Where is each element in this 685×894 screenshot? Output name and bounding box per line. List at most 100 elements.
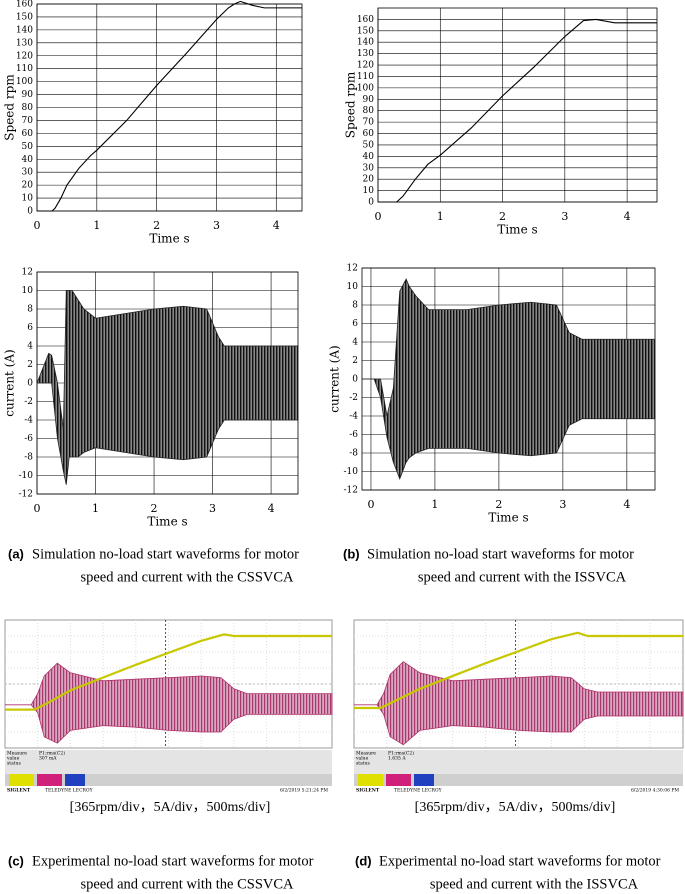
scale-note: [365rpm/div，5A/div，500ms/div] <box>415 800 616 815</box>
y-tick-label: -8 <box>24 453 33 463</box>
caption-label: (d) <box>355 853 372 868</box>
y-tick-label: -6 <box>24 434 33 444</box>
current-waveform <box>362 278 656 481</box>
y-tick-label: -6 <box>349 430 358 440</box>
scope-text: value <box>355 756 369 762</box>
y-tick-label: 0 <box>368 198 374 208</box>
y-tick-label: 140 <box>16 25 33 35</box>
caption-label: (c) <box>8 853 24 868</box>
y-tick-label: -12 <box>344 486 359 496</box>
y-tick-label: 60 <box>363 129 375 139</box>
ch1-box <box>9 774 34 786</box>
x-axis-label: Time s <box>497 223 537 237</box>
x-tick-label: 3 <box>213 219 220 232</box>
caption-label: (b) <box>343 546 360 561</box>
y-tick-label: 90 <box>22 90 34 100</box>
chart: 0102030405060708090100110120130140150160… <box>344 7 658 237</box>
scope-text: Measure <box>7 751 27 757</box>
x-tick-label: 1 <box>431 498 438 511</box>
x-tick-label: 2 <box>499 210 506 223</box>
y-tick-label: 70 <box>363 118 375 128</box>
x-axis-label: Time s <box>149 232 189 246</box>
x-tick-label: 4 <box>624 210 631 223</box>
y-tick-label: 50 <box>363 140 375 150</box>
y-tick-label: 30 <box>22 168 34 178</box>
x-tick-label: 0 <box>34 502 41 515</box>
y-tick-label: 10 <box>347 282 359 292</box>
y-tick-label: 70 <box>22 116 34 126</box>
y-tick-label: 4 <box>352 338 358 348</box>
y-tick-label: -10 <box>19 471 34 481</box>
scale-note: [365rpm/div，5A/div，500ms/div] <box>70 800 271 815</box>
y-tick-label: 120 <box>16 51 33 61</box>
y-tick-label: 40 <box>22 155 34 165</box>
x-tick-label: 4 <box>273 219 280 232</box>
y-tick-label: 0 <box>352 375 358 385</box>
scope-text: TELEDYNE LECROY <box>394 788 443 794</box>
y-tick-label: 100 <box>16 77 33 87</box>
x-tick-label: 1 <box>93 219 100 232</box>
y-axis-label: current (A) <box>328 345 342 412</box>
caption-text: Experimental no-load start waveforms for… <box>379 853 661 869</box>
scope-text: Measure <box>356 751 376 757</box>
y-tick-label: 40 <box>363 152 375 162</box>
y-tick-label: 150 <box>357 26 374 36</box>
speed-trace <box>5 633 332 711</box>
current-waveform <box>36 290 299 485</box>
info-bar <box>354 774 683 786</box>
x-tick-label: 0 <box>375 210 382 223</box>
caption-text: speed and current with the ISSVCA <box>418 569 627 585</box>
ch2-box <box>37 774 62 786</box>
chart: 0102030405060708090100110120130140150160… <box>3 0 303 246</box>
y-tick-label: 110 <box>16 64 33 74</box>
y-tick-label: 10 <box>22 286 34 296</box>
scope-text: status <box>7 761 22 767</box>
y-tick-label: 80 <box>363 106 375 116</box>
y-tick-label: 0 <box>27 379 33 389</box>
y-tick-label: -4 <box>349 412 358 422</box>
y-tick-label: 10 <box>363 186 375 196</box>
scope-text: P1:rms(C2) <box>388 750 414 757</box>
y-tick-label: -2 <box>349 393 358 403</box>
y-tick-label: 6 <box>27 323 33 333</box>
x-tick-label: 1 <box>92 502 99 515</box>
y-tick-label: 110 <box>357 72 374 82</box>
speed-trace <box>354 631 683 710</box>
caption-text: Experimental no-load start waveforms for… <box>32 853 314 869</box>
scope-text: 1.635 A <box>388 756 406 762</box>
x-tick-label: 3 <box>209 502 216 515</box>
x-tick-label: 2 <box>151 502 158 515</box>
y-tick-label: 10 <box>22 194 34 204</box>
y-tick-label: 6 <box>352 319 358 329</box>
y-tick-label: 0 <box>27 207 33 217</box>
x-axis-label: Time s <box>488 511 528 525</box>
y-tick-label: 2 <box>27 360 33 370</box>
x-tick-label: 0 <box>367 498 374 511</box>
caption-text: speed and current with the CSSVCA <box>80 876 294 892</box>
y-tick-label: 130 <box>357 49 374 59</box>
y-tick-label: 130 <box>16 38 33 48</box>
y-tick-label: 50 <box>22 142 34 152</box>
y-axis-label: current (A) <box>3 349 17 416</box>
y-tick-label: 8 <box>352 301 358 311</box>
ch3-box <box>414 774 434 786</box>
caption-text: speed and current with the CSSVCA <box>80 569 294 585</box>
y-tick-label: 2 <box>352 356 358 366</box>
scope-text: TELEDYNE LECROY <box>45 788 94 794</box>
ch3-box <box>65 774 85 786</box>
y-tick-label: 60 <box>22 129 34 139</box>
y-tick-label: 20 <box>22 181 34 191</box>
ch2-box <box>386 774 411 786</box>
caption-label: (a) <box>8 546 24 561</box>
ch1-box <box>358 774 383 786</box>
y-tick-label: 160 <box>357 15 374 25</box>
y-tick-label: 120 <box>357 61 374 71</box>
x-tick-label: 1 <box>437 210 444 223</box>
scope-text: SIGLENT <box>356 788 380 794</box>
y-tick-label: 80 <box>22 103 34 113</box>
x-tick-label: 2 <box>153 219 160 232</box>
y-tick-label: -10 <box>344 467 359 477</box>
y-tick-label: 20 <box>363 175 375 185</box>
